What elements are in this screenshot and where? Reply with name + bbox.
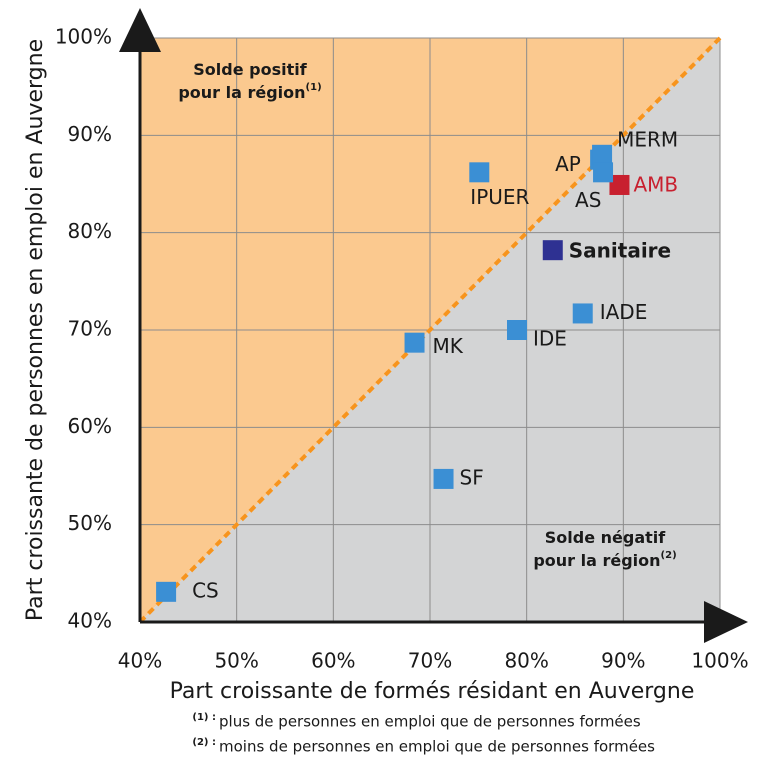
x-tick-label: 70% (408, 649, 452, 673)
y-tick-label: 40% (68, 609, 112, 633)
point-label: CS (192, 578, 219, 602)
footnote: moins de personnes en emploi que de pers… (219, 738, 655, 756)
y-tick-label: 60% (68, 414, 112, 438)
point-label: AS (575, 188, 601, 212)
y-tick-label: 70% (68, 317, 112, 341)
diagonal (138, 36, 722, 624)
point-label: AMB (633, 172, 678, 196)
y-tick-label: 100% (55, 25, 112, 49)
y-axis-label: Part croissante de personnes en emploi e… (23, 39, 48, 621)
annotation: Solde positif (193, 60, 307, 79)
point (156, 581, 177, 602)
point (572, 303, 593, 324)
footnote-mark: (2) : (192, 737, 216, 748)
point-label: IADE (600, 300, 648, 324)
annotation: pour la région(1) (178, 82, 321, 102)
point-label: Sanitaire (569, 239, 671, 263)
point (469, 162, 490, 183)
x-tick-label: 100% (691, 649, 748, 673)
annotation-line: Solde négatif (545, 528, 667, 547)
x-tick-label: 60% (311, 649, 355, 673)
point-label: MERM (617, 127, 678, 151)
annotation-note: (2) (661, 550, 677, 561)
point-label: MK (433, 334, 464, 358)
point (593, 162, 614, 183)
footnote-mark: (1) : (192, 712, 216, 723)
x-tick-label: 80% (504, 649, 548, 673)
point-label: IPUER (470, 185, 529, 209)
point (507, 320, 527, 340)
annotation: pour la région(2) (533, 550, 676, 570)
point (404, 332, 425, 353)
x-tick-label: 40% (118, 649, 162, 673)
y-tick-label: 50% (68, 511, 112, 535)
annotation-note: (1) (306, 82, 322, 93)
x-tick-label: 50% (214, 649, 258, 673)
point (592, 144, 613, 165)
y-tick-label: 90% (68, 122, 112, 146)
footnote: plus de personnes en emploi que de perso… (219, 713, 641, 731)
point (542, 240, 563, 261)
annotation-line: pour la région (533, 551, 660, 570)
x-axis-arrow (704, 601, 748, 643)
x-axis-label: Part croissante de formés résidant en Au… (170, 679, 695, 704)
y-tick-label: 80% (68, 219, 112, 243)
point-label: IDE (533, 327, 567, 351)
point (609, 174, 630, 195)
x-tick-label: 90% (601, 649, 645, 673)
y-axis-arrow (119, 8, 161, 52)
annotation-line: Solde positif (193, 60, 307, 79)
point-label: SF (460, 465, 484, 489)
annotation: Solde négatif (545, 528, 667, 547)
annotation-line: pour la région (178, 83, 305, 102)
point (433, 468, 454, 489)
point-label: AP (555, 152, 581, 176)
